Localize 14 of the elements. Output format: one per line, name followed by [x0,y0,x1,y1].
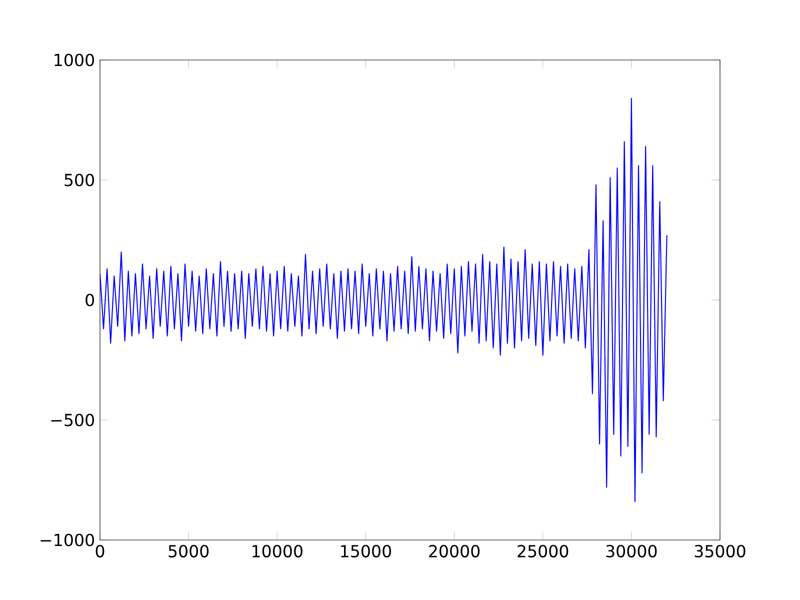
x-tick-label: 10000 [252,544,302,558]
line-series [100,98,668,502]
y-tick-label: 500 [64,174,94,186]
x-tick-label: 5000 [168,544,209,558]
y-tick-label: 0 [86,294,94,306]
x-tick-label: 25000 [518,544,568,558]
x-tick-label: 15000 [341,544,392,558]
x-tick-label: 30000 [606,544,657,558]
y-tick-label: −500 [51,414,94,426]
x-tick-label: 0 [96,544,104,558]
x-tick-label: 35000 [694,544,746,558]
x-tick-label: 20000 [429,544,480,558]
y-tick-label: 1000 [54,54,94,66]
y-tick-label: −1000 [40,534,94,546]
